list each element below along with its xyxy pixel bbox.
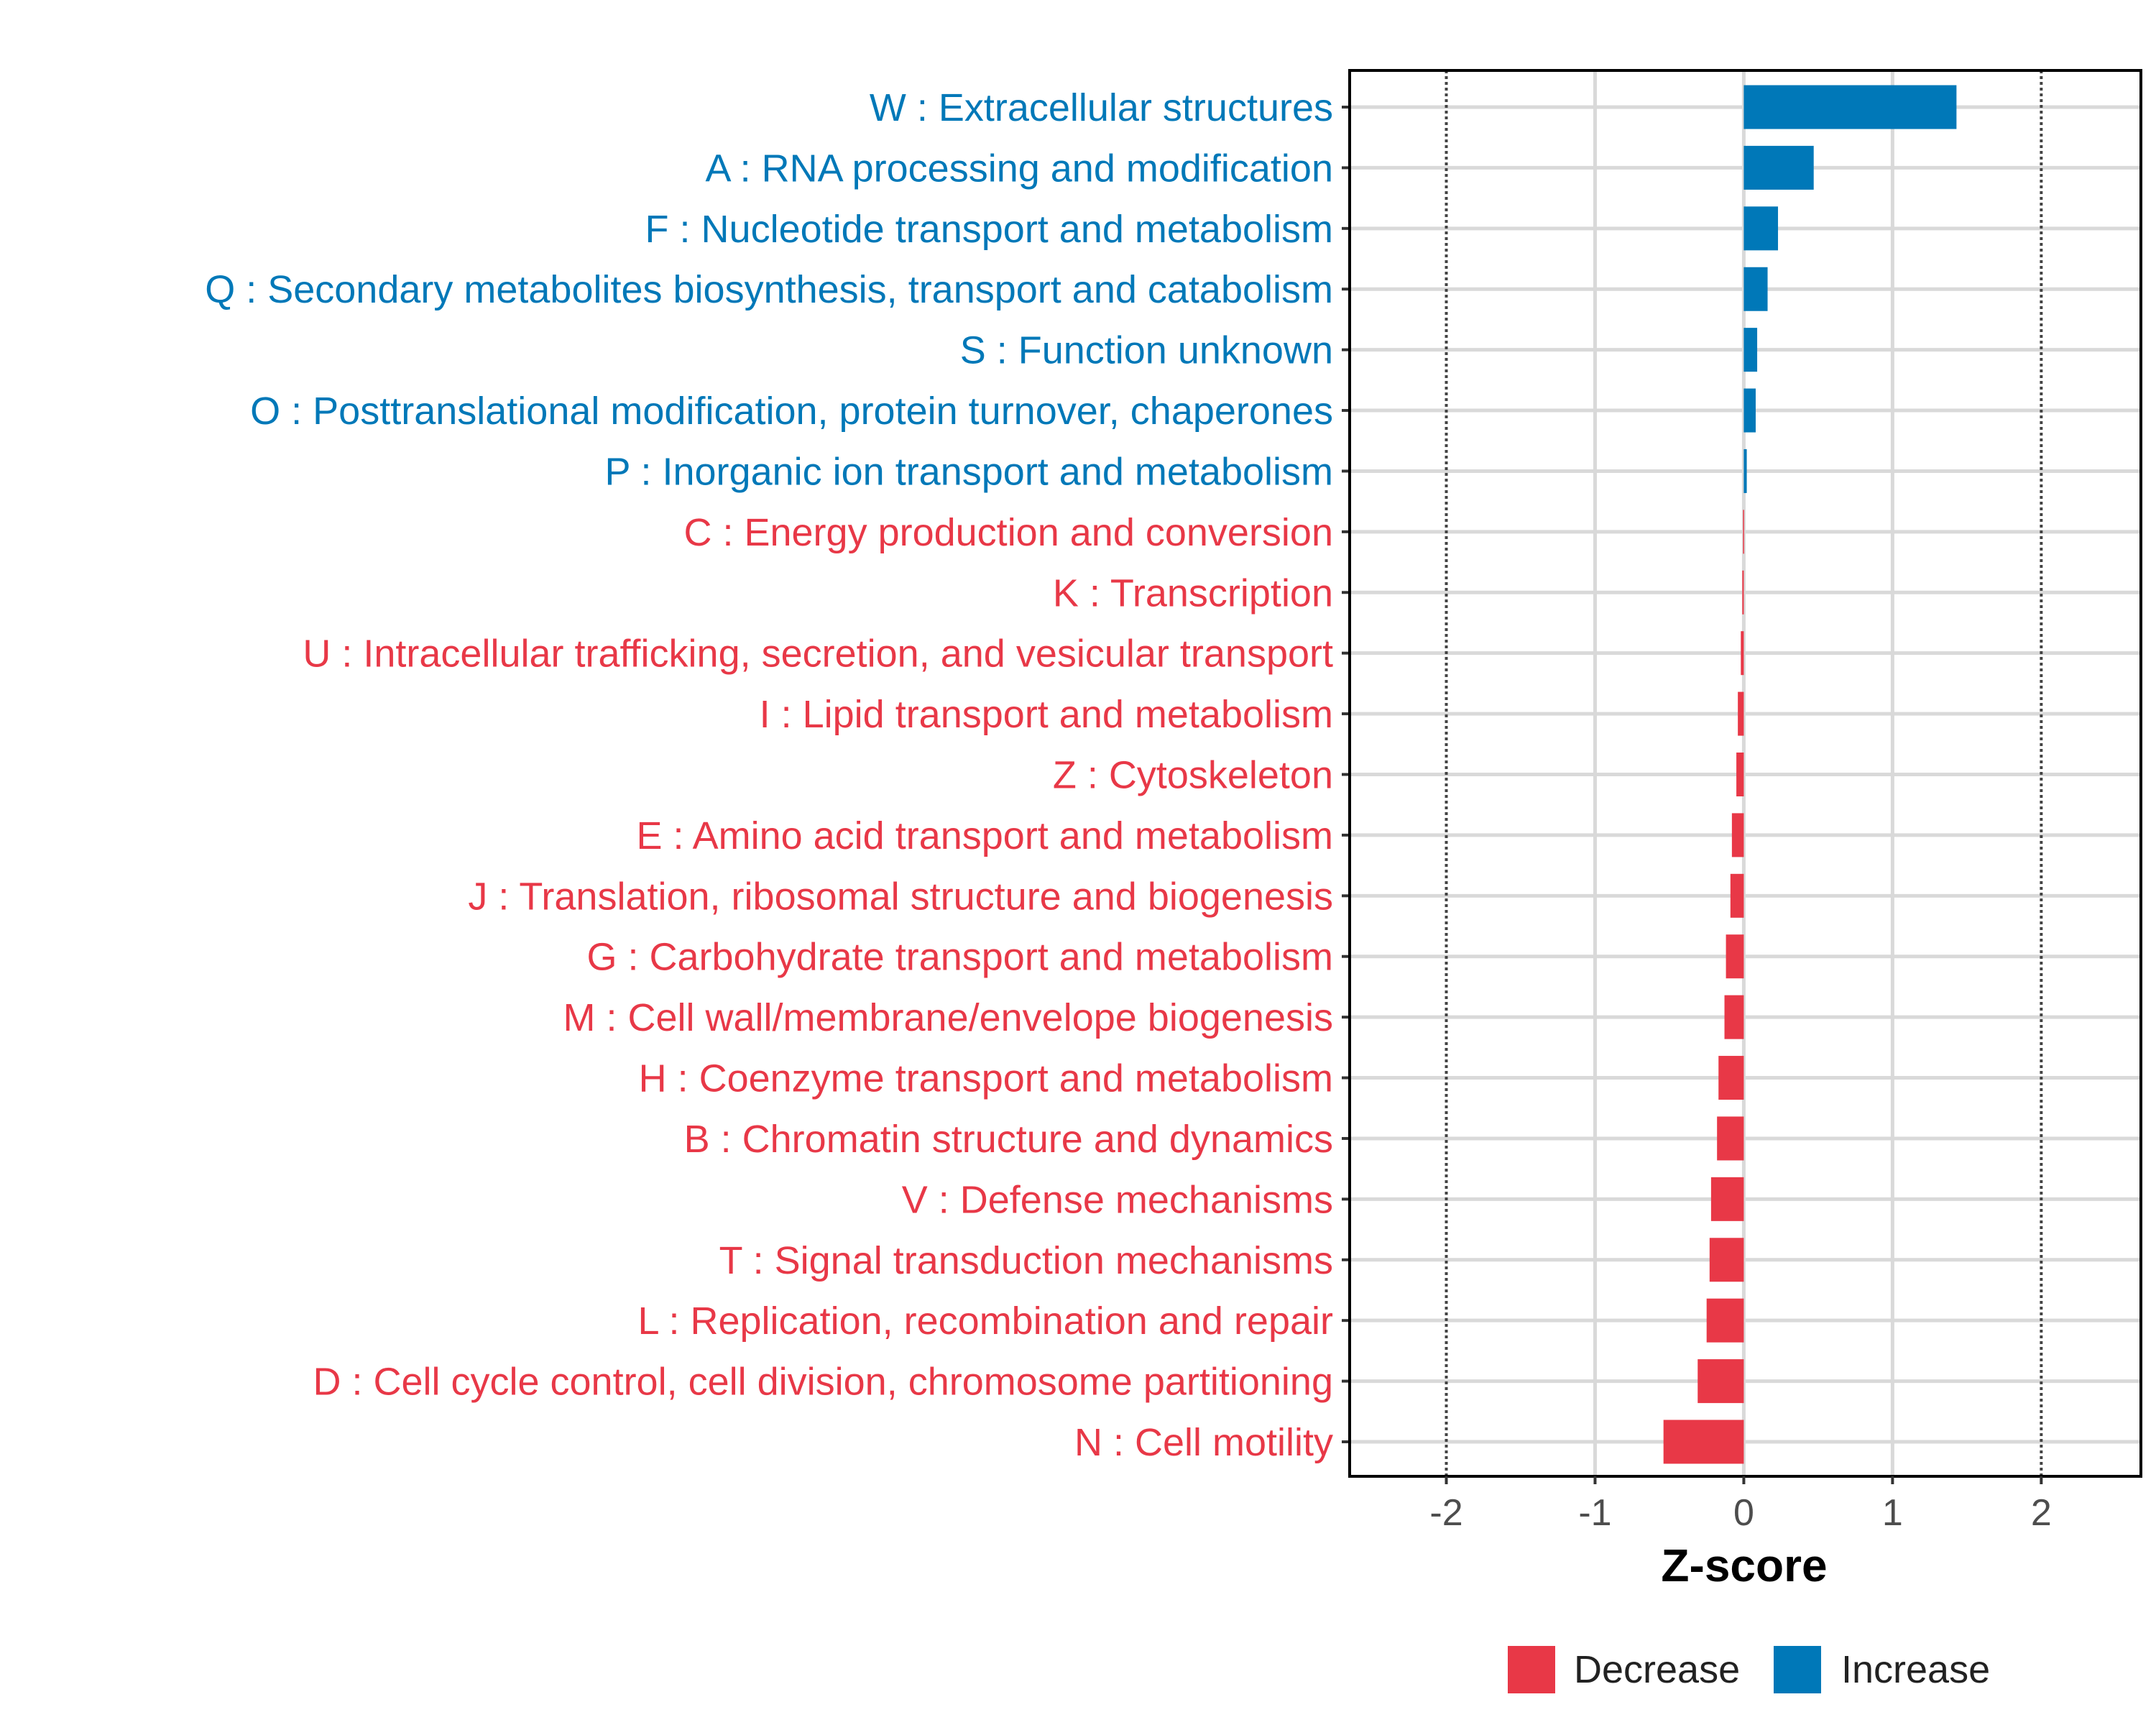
category-label: N : Cell motility — [1074, 1421, 1333, 1464]
bar — [1742, 570, 1744, 615]
y-axis-labels: W : Extracellular structures A : RNA proc… — [205, 86, 1350, 1464]
bar — [1743, 510, 1744, 554]
legend-label-decrease: Decrease — [1574, 1648, 1740, 1691]
x-tick-label: 2 — [2031, 1492, 2052, 1534]
x-axis: -2 -1 0 1 2 — [1348, 69, 2142, 1534]
bar — [1706, 1298, 1744, 1343]
x-tick-label: 1 — [1882, 1492, 1903, 1534]
bar — [1743, 85, 1957, 129]
panel-border — [1348, 69, 2142, 1478]
category-label: G : Carbohydrate transport and metabolis… — [587, 936, 1334, 979]
bar — [1663, 1420, 1744, 1464]
category-label: O : Posttranslational modification, prot… — [250, 390, 1333, 433]
category-label: M : Cell wall/membrane/envelope biogenes… — [563, 996, 1333, 1039]
bar — [1717, 1116, 1744, 1161]
category-label: W : Extracellular structures — [870, 86, 1333, 129]
bar — [1724, 995, 1744, 1039]
category-label: D : Cell cycle control, cell division, c… — [313, 1361, 1333, 1404]
category-label: L : Replication, recombination and repai… — [637, 1300, 1333, 1343]
bar — [1736, 753, 1744, 796]
bars — [1663, 85, 1957, 1464]
category-label: T : Signal transduction mechanisms — [719, 1239, 1333, 1282]
category-label: A : RNA processing and modification — [706, 147, 1333, 190]
bar — [1743, 328, 1758, 372]
legend-swatch-decrease — [1508, 1646, 1555, 1693]
bar — [1738, 691, 1744, 736]
legend-swatch-increase — [1774, 1646, 1821, 1693]
category-label: V : Defense mechanisms — [902, 1178, 1333, 1221]
bar — [1697, 1359, 1744, 1404]
bar — [1741, 631, 1744, 676]
bar — [1731, 813, 1744, 857]
bar — [1709, 1238, 1744, 1282]
category-label: S : Function unknown — [960, 329, 1333, 372]
category-label: H : Coenzyme transport and metabolism — [639, 1057, 1333, 1100]
category-label: F : Nucleotide transport and metabolism — [645, 208, 1333, 251]
bar — [1726, 934, 1744, 979]
bar — [1743, 267, 1768, 311]
legend: Decrease Increase — [1508, 1646, 1990, 1693]
category-label: U : Intracellular trafficking, secretion… — [303, 632, 1333, 676]
category-label: I : Lipid transport and metabolism — [760, 693, 1333, 736]
bar — [1743, 206, 1779, 251]
x-axis-title: Z-score — [1661, 1540, 1827, 1591]
category-label: J : Translation, ribosomal structure and… — [468, 875, 1333, 918]
bar — [1743, 448, 1747, 493]
bar — [1730, 873, 1744, 918]
bar — [1743, 388, 1756, 433]
legend-label-increase: Increase — [1841, 1648, 1990, 1691]
category-label: P : Inorganic ion transport and metaboli… — [604, 450, 1333, 493]
category-label: Q : Secondary metabolites biosynthesis, … — [205, 268, 1333, 311]
category-label: E : Amino acid transport and metabolism — [637, 814, 1333, 857]
bar — [1743, 145, 1814, 190]
category-label: Z : Cytoskeleton — [1053, 754, 1333, 797]
bar — [1718, 1056, 1744, 1100]
category-label: C : Energy production and conversion — [683, 511, 1333, 554]
x-tick-label: -2 — [1429, 1492, 1462, 1534]
bar — [1710, 1177, 1744, 1221]
x-tick-label: 0 — [1733, 1492, 1754, 1534]
category-label: K : Transcription — [1053, 571, 1333, 615]
x-tick-label: -1 — [1578, 1492, 1611, 1534]
category-label: B : Chromatin structure and dynamics — [684, 1118, 1333, 1161]
